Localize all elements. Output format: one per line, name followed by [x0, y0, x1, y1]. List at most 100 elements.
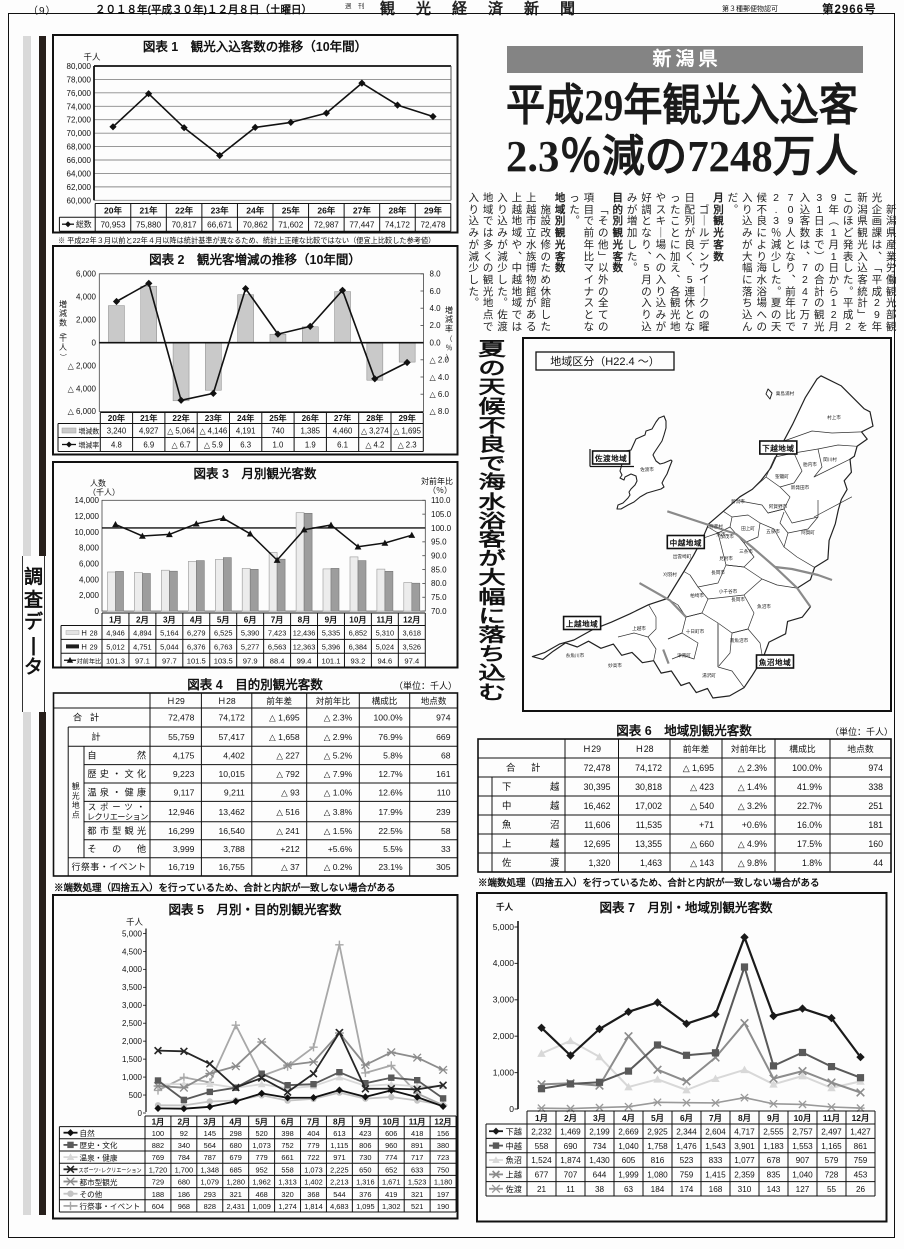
- svg-text:99.4: 99.4: [297, 657, 312, 666]
- svg-text:338: 338: [868, 782, 883, 792]
- svg-text:4月: 4月: [229, 1117, 242, 1126]
- svg-text:174: 174: [680, 1185, 694, 1194]
- svg-text:Ｈ28: Ｈ28: [218, 696, 236, 706]
- svg-text:△ 3.8%: △ 3.8%: [324, 807, 353, 817]
- svg-text:500: 500: [129, 1091, 143, 1100]
- svg-text:97.1: 97.1: [135, 657, 150, 666]
- svg-text:9月: 9月: [325, 616, 338, 625]
- svg-text:10月: 10月: [349, 616, 366, 625]
- svg-text:80,000: 80,000: [67, 62, 92, 71]
- svg-text:8,000: 8,000: [79, 544, 100, 553]
- svg-text:沼: 沼: [550, 819, 559, 830]
- svg-text:上越市: 上越市: [632, 625, 646, 632]
- svg-text:70.0: 70.0: [431, 607, 447, 616]
- svg-text:佐渡: 佐渡: [506, 1184, 522, 1194]
- svg-text:12,695: 12,695: [584, 839, 611, 849]
- svg-text:321: 321: [411, 1190, 423, 1199]
- svg-text:1.0: 1.0: [273, 441, 285, 450]
- svg-text:見附市: 見附市: [719, 555, 733, 562]
- svg-text:0: 0: [138, 1109, 143, 1118]
- svg-text:160: 160: [868, 839, 883, 849]
- svg-text:769: 769: [152, 1153, 164, 1162]
- svg-text:下越地域: 下越地域: [762, 443, 794, 453]
- svg-text:5月: 5月: [217, 616, 230, 625]
- svg-text:16,755: 16,755: [219, 862, 246, 872]
- svg-text:1,095: 1,095: [356, 1202, 375, 1211]
- svg-text:4,000: 4,000: [493, 958, 515, 968]
- svg-text:652: 652: [385, 1165, 397, 1174]
- svg-text:1,040: 1,040: [618, 1142, 639, 1151]
- svg-text:380: 380: [437, 1141, 449, 1150]
- svg-text:3,901: 3,901: [734, 1142, 755, 1151]
- svg-text:12,363: 12,363: [293, 643, 316, 652]
- svg-text:1,183: 1,183: [763, 1142, 784, 1151]
- svg-text:41.9%: 41.9%: [797, 782, 822, 792]
- svg-text:156: 156: [437, 1129, 449, 1138]
- svg-text:ク: ク: [94, 813, 102, 822]
- svg-text:1,302: 1,302: [382, 1202, 401, 1211]
- svg-text:康: 康: [137, 786, 146, 797]
- svg-text:564: 564: [204, 1141, 216, 1150]
- svg-text:12.6%: 12.6%: [378, 787, 403, 797]
- svg-text:55,759: 55,759: [168, 732, 195, 742]
- svg-text:糸魚川市: 糸魚川市: [566, 652, 585, 659]
- svg-text:188: 188: [152, 1190, 164, 1199]
- svg-text:729: 729: [152, 1178, 164, 1187]
- svg-text:計: 計: [531, 762, 540, 773]
- svg-text:30,395: 30,395: [584, 782, 611, 792]
- svg-text:3月: 3月: [593, 1113, 606, 1123]
- svg-text:24年: 24年: [237, 413, 254, 423]
- svg-text:9月: 9月: [767, 1113, 780, 1123]
- svg-text:6,525: 6,525: [214, 629, 233, 638]
- svg-text:161: 161: [436, 769, 451, 779]
- svg-text:669: 669: [436, 732, 451, 742]
- svg-text:16.0%: 16.0%: [797, 820, 822, 830]
- svg-text:340: 340: [178, 1141, 190, 1150]
- svg-text:5,277: 5,277: [241, 643, 259, 652]
- svg-text:8月: 8月: [738, 1113, 751, 1123]
- svg-text:558: 558: [535, 1142, 549, 1151]
- svg-text:1,476: 1,476: [676, 1142, 697, 1151]
- svg-text:1,000: 1,000: [493, 1067, 515, 1077]
- svg-text:97.9: 97.9: [243, 657, 258, 666]
- svg-text:5,310: 5,310: [376, 629, 395, 638]
- svg-text:2,604: 2,604: [705, 1127, 726, 1136]
- svg-text:72,987: 72,987: [314, 220, 339, 229]
- svg-text:5,012: 5,012: [106, 643, 125, 652]
- svg-text:△ 3,274: △ 3,274: [361, 427, 389, 436]
- svg-text:△ 2.3: △ 2.3: [398, 441, 417, 450]
- svg-text:1,348: 1,348: [201, 1165, 220, 1174]
- svg-text:2.0: 2.0: [430, 321, 442, 330]
- svg-text:△ 423: △ 423: [690, 782, 714, 792]
- svg-text:418: 418: [411, 1129, 423, 1138]
- svg-text:974: 974: [436, 713, 451, 723]
- svg-text:5,000: 5,000: [493, 922, 515, 932]
- svg-text:2,199: 2,199: [589, 1127, 610, 1136]
- svg-text:23年: 23年: [205, 413, 222, 423]
- svg-text:730: 730: [359, 1153, 371, 1162]
- svg-text:△ 0.2%: △ 0.2%: [324, 862, 353, 872]
- svg-text:9月: 9月: [359, 1117, 372, 1126]
- svg-text:5,000: 5,000: [122, 929, 143, 938]
- svg-text:増: 増: [59, 299, 67, 309]
- svg-text:63: 63: [624, 1185, 634, 1194]
- svg-text:自然: 自然: [80, 1128, 96, 1138]
- svg-text:ョ: ョ: [132, 813, 140, 822]
- svg-text:（％）: （％）: [428, 486, 452, 495]
- svg-text:22.5%: 22.5%: [378, 826, 403, 836]
- svg-text:ト: ト: [137, 862, 146, 872]
- svg-text:ン: ン: [128, 862, 137, 872]
- svg-text:2,000: 2,000: [493, 1031, 515, 1041]
- svg-text:678: 678: [767, 1156, 781, 1165]
- svg-text:（千人）: （千人）: [88, 487, 120, 497]
- svg-text:・: ・: [100, 862, 109, 872]
- svg-text:558: 558: [281, 1165, 293, 1174]
- svg-text:78,000: 78,000: [67, 75, 92, 84]
- svg-text:68: 68: [441, 751, 451, 761]
- svg-text:44: 44: [873, 858, 883, 868]
- svg-text:12,436: 12,436: [293, 629, 316, 638]
- svg-text:ポ: ポ: [100, 802, 108, 812]
- svg-text:ン: ン: [140, 813, 148, 822]
- svg-text:自: 自: [87, 750, 96, 761]
- svg-text:弥彦村: 弥彦村: [709, 523, 723, 530]
